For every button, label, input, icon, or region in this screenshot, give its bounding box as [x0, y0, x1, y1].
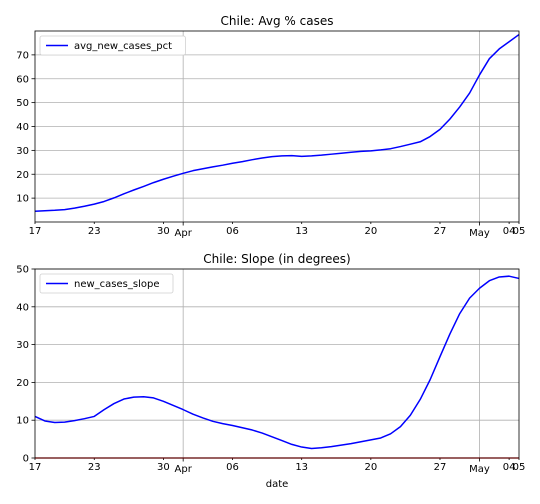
y-tick-label: 0 [23, 454, 29, 465]
x-month-label: Apr [175, 464, 193, 475]
x-tick-label: 05 [513, 226, 526, 237]
chart-title: Chile: Slope (in degrees) [203, 252, 350, 266]
y-tick-label: 70 [16, 50, 29, 61]
x-tick-label: 17 [29, 226, 42, 237]
y-tick-label: 20 [16, 378, 29, 389]
x-tick-label: 27 [434, 226, 447, 237]
y-tick-label: 50 [16, 265, 29, 276]
x-tick-label: 23 [88, 462, 101, 473]
x-axis-label: date [266, 479, 289, 490]
x-month-label: May [469, 228, 490, 239]
x-tick-label: 20 [364, 226, 377, 237]
x-tick-label: 06 [226, 462, 239, 473]
x-tick-label: 30 [157, 226, 170, 237]
legend-label: new_cases_slope [74, 279, 159, 290]
legend-box [39, 35, 186, 56]
x-tick-label: 27 [434, 462, 447, 473]
y-tick-label: 10 [16, 194, 29, 205]
series-line-new_cases_slope [34, 275, 520, 450]
x-tick-label: 20 [364, 462, 377, 473]
y-tick-label: 20 [16, 170, 29, 181]
x-month-label: Apr [175, 228, 193, 239]
chart-panel-2: Chile: Slope (in degrees) 0 10 20 30 40 50 Apr M… [16, 252, 525, 490]
chart-title: Chile: Avg % cases [221, 14, 334, 28]
x-tick-label: 13 [295, 462, 308, 473]
y-tick-label: 50 [16, 98, 29, 109]
y-tick-label: 10 [16, 416, 29, 427]
legend: avg_new_cases_pct [39, 35, 186, 56]
legend: new_cases_slope [39, 273, 174, 294]
x-tick-label: 04 [503, 226, 516, 237]
x-tick-label: 13 [295, 226, 308, 237]
series-line-avg_new_cases_pct [34, 33, 520, 213]
legend-label: avg_new_cases_pct [74, 41, 172, 52]
y-tick-label: 40 [16, 122, 29, 133]
axes-frame [34, 268, 520, 459]
x-tick-label: 04 [503, 462, 516, 473]
y-tick-label: 30 [16, 146, 29, 157]
chart-panel-1: Chile: Avg % cases 10 20 30 40 50 60 70 Apr May 17… [16, 14, 525, 239]
y-tick-label: 30 [16, 340, 29, 351]
axes-frame [34, 30, 520, 223]
x-tick-label: 17 [29, 462, 42, 473]
legend-box [39, 273, 174, 294]
x-tick-label: 06 [226, 226, 239, 237]
x-tick-label: 05 [513, 462, 526, 473]
x-tick-label: 30 [157, 462, 170, 473]
y-tick-label: 60 [16, 74, 29, 85]
x-month-label: May [469, 464, 490, 475]
y-tick-label: 40 [16, 302, 29, 313]
x-tick-label: 23 [88, 226, 101, 237]
